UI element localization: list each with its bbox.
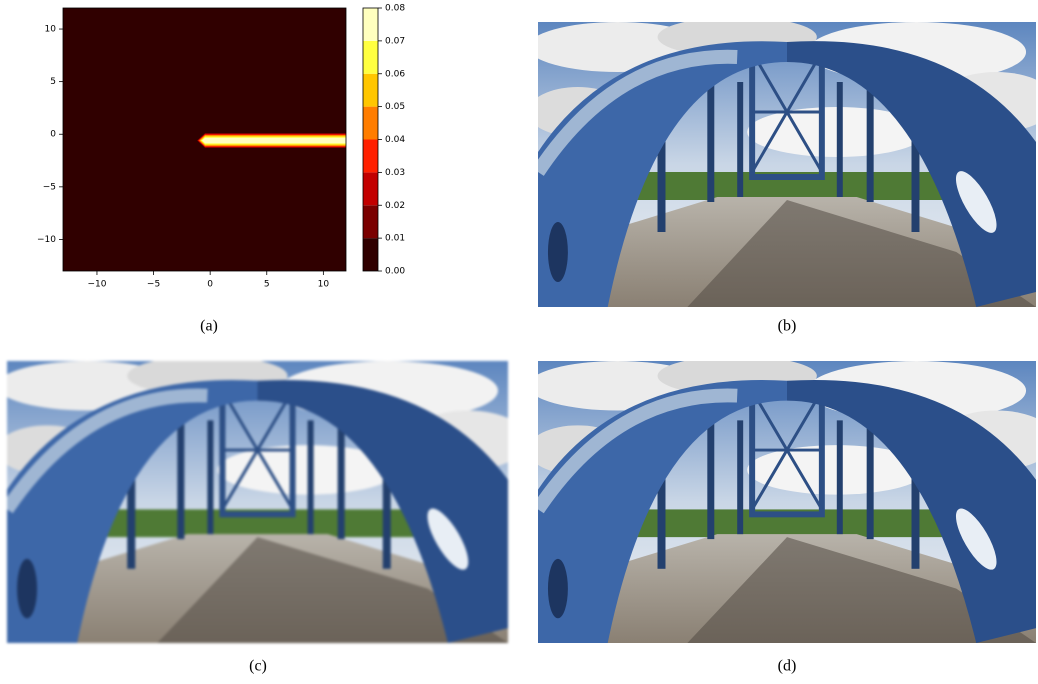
colorbar-tick-label: 0.08	[385, 4, 405, 14]
photo-d	[528, 356, 1038, 643]
contour-band	[202, 138, 346, 144]
colorbar-tick-label: 0.06	[385, 69, 405, 79]
y-tick-label: 10	[45, 25, 57, 35]
y-tick-label: 0	[50, 130, 56, 140]
colorbar-band	[363, 140, 378, 173]
colorbar-band	[363, 41, 378, 74]
caption: (d)	[778, 658, 797, 675]
x-tick-label: −5	[147, 280, 160, 290]
photo-b	[528, 17, 1038, 307]
y-tick-label: 5	[50, 77, 56, 87]
colorbar-tick-label: 0.05	[385, 102, 405, 112]
caption: (a)	[200, 318, 218, 335]
y-tick-label: −10	[37, 235, 56, 245]
x-tick-label: −10	[87, 280, 106, 290]
figure: (a) (b) (c) (d) −10 −5 0 5 10 −10 −5 0 5 10 0.00 0.…	[0, 0, 1038, 684]
colorbar-tick-label: 0.00	[385, 267, 405, 277]
colorbar-tick-label: 0.04	[385, 135, 405, 145]
caption: (c)	[249, 658, 267, 675]
caption: (b)	[778, 318, 797, 335]
colorbar-band	[363, 107, 378, 140]
colorbar-band	[363, 8, 378, 41]
colorbar-tick-label: 0.03	[385, 168, 405, 178]
y-tick-label: −5	[43, 182, 56, 192]
x-tick-label: 0	[207, 280, 213, 290]
colorbar-tick-label: 0.01	[385, 234, 405, 244]
colorbar-tick-label: 0.02	[385, 201, 405, 211]
colorbar-band	[363, 172, 378, 205]
x-tick-label: 5	[264, 280, 270, 290]
colorbar-tick-label: 0.07	[385, 36, 405, 46]
colorbar-band	[363, 238, 378, 271]
photo-c	[0, 356, 528, 643]
colorbar-band	[363, 205, 378, 238]
colorbar-band	[363, 74, 378, 107]
x-tick-label: 10	[318, 280, 330, 290]
